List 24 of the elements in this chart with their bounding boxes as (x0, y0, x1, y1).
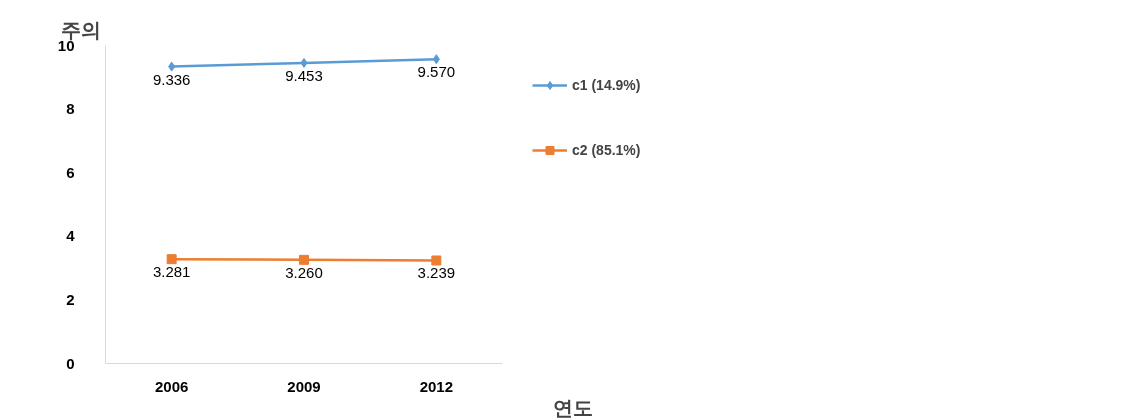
data-label: 9.336 (152, 70, 191, 88)
data-label: 3.281 (152, 263, 191, 281)
point (168, 61, 176, 72)
x-tick-label: 2012 (419, 377, 454, 395)
point (300, 57, 308, 68)
y-tick-label: 4 (66, 227, 76, 245)
y-tick-label: 6 (66, 163, 75, 181)
y-axis-title: 주의 (60, 18, 101, 41)
point (299, 254, 309, 265)
data-label: 3.239 (417, 264, 456, 282)
point (431, 255, 442, 266)
point (166, 254, 177, 265)
x-tick-label: 2006 (154, 377, 189, 395)
data-label: 9.453 (285, 66, 323, 84)
x-tick-label: 2009 (287, 377, 321, 395)
y-tick-label: 8 (66, 100, 75, 118)
y-tick-label: 2 (66, 290, 75, 308)
x-axis-title: 연도 (552, 396, 593, 418)
legend-label: c1 (14.9%) (572, 77, 641, 93)
data-label: 9.570 (417, 63, 456, 81)
legend-label: c2 (85.1%) (572, 142, 641, 158)
y-tick-label: 0 (66, 354, 75, 372)
point (432, 54, 440, 65)
data-label: 3.260 (285, 263, 323, 281)
